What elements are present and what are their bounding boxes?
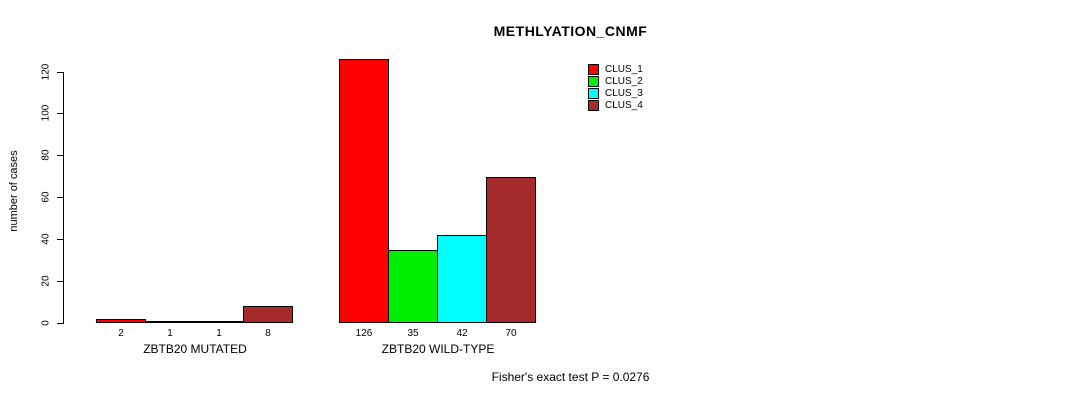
chart-title: METHLYATION_CNMF bbox=[493, 23, 648, 39]
legend-label: CLUS_1 bbox=[605, 63, 643, 75]
x-group-label-mutated: ZBTB20 MUTATED bbox=[143, 342, 247, 356]
bar-value-label: 8 bbox=[265, 328, 271, 339]
legend-item: CLUS_2 bbox=[588, 75, 643, 87]
bar-value-label: 1 bbox=[167, 328, 173, 339]
y-tick-label-text: 80 bbox=[40, 149, 52, 161]
bar-value-label: 126 bbox=[355, 328, 373, 339]
legend: CLUS_1 CLUS_2 CLUS_3 CLUS_4 bbox=[588, 63, 643, 111]
legend-swatch-clus1 bbox=[588, 63, 599, 75]
bar-clus_3-group1 bbox=[437, 235, 487, 323]
legend-label: CLUS_4 bbox=[605, 99, 643, 111]
bar-value-label: 35 bbox=[407, 328, 419, 339]
legend-swatch-clus3 bbox=[588, 87, 599, 99]
bar-clus_1-group0 bbox=[96, 319, 146, 323]
y-tick-label-text: 20 bbox=[40, 275, 52, 287]
bar-value-label: 1 bbox=[216, 328, 222, 339]
legend-swatch-clus4 bbox=[588, 99, 599, 111]
y-tick bbox=[57, 155, 63, 156]
legend-item: CLUS_4 bbox=[588, 99, 643, 111]
y-tick-label-text: 120 bbox=[40, 63, 52, 81]
legend-swatch-clus2 bbox=[588, 75, 599, 87]
y-tick bbox=[57, 72, 63, 73]
y-tick bbox=[57, 323, 63, 324]
bar-clus_1-group1 bbox=[339, 59, 389, 323]
bar-clus_4-group0 bbox=[243, 306, 293, 323]
bar-clus_2-group0 bbox=[145, 321, 195, 323]
y-tick-label-text: 60 bbox=[40, 191, 52, 203]
y-tick bbox=[57, 113, 63, 114]
y-axis-title: number of cases bbox=[8, 150, 20, 232]
bar-clus_3-group0 bbox=[194, 321, 244, 323]
y-tick-label-text: 40 bbox=[40, 233, 52, 245]
legend-label: CLUS_2 bbox=[605, 75, 643, 87]
y-tick bbox=[57, 239, 63, 240]
legend-label: CLUS_3 bbox=[605, 87, 643, 99]
y-tick bbox=[57, 197, 63, 198]
bar-clus_2-group1 bbox=[388, 250, 438, 323]
y-tick-label-text: 100 bbox=[40, 104, 52, 122]
bar-value-label: 2 bbox=[118, 328, 124, 339]
x-group-label-wild-type: ZBTB20 WILD-TYPE bbox=[381, 342, 495, 356]
bar-value-label: 42 bbox=[456, 328, 468, 339]
bar-value-label: 70 bbox=[505, 328, 517, 339]
stat-test-caption: Fisher's exact test P = 0.0276 bbox=[491, 370, 650, 384]
bar-clus_4-group1 bbox=[486, 177, 536, 323]
y-axis-line bbox=[63, 72, 64, 324]
legend-item: CLUS_3 bbox=[588, 87, 643, 99]
y-tick-label-text: 0 bbox=[40, 320, 52, 326]
legend-item: CLUS_1 bbox=[588, 63, 643, 75]
y-tick bbox=[57, 281, 63, 282]
